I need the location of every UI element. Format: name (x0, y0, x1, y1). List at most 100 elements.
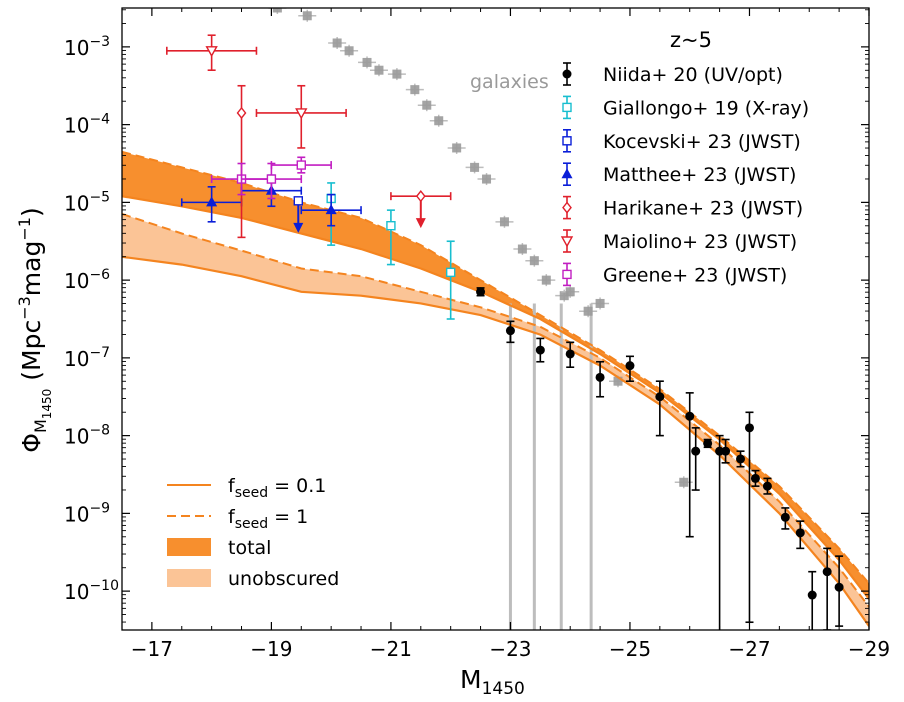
data-point (266, 174, 277, 184)
y-axis-label: ΦM1450 (Mpc−3mag−1) (15, 207, 54, 452)
galaxy-point (470, 162, 480, 172)
series-1 (326, 182, 456, 320)
galaxy-point (559, 291, 569, 301)
data-point (780, 512, 790, 522)
total-band (122, 151, 869, 599)
galaxy-point (679, 477, 689, 487)
model-fills (122, 151, 869, 627)
data-point (736, 454, 746, 464)
legend-label: Niida+ 20 (UV/opt) (603, 64, 783, 86)
galaxy-point (302, 11, 312, 21)
legend-label: Matthee+ 23 (JWST) (603, 164, 796, 186)
y-tick-label: 10−6 (64, 267, 110, 293)
galaxy-point (583, 306, 593, 316)
data-point (505, 326, 515, 336)
data-point (236, 106, 247, 120)
data-point (293, 196, 303, 206)
series-6 (210, 156, 332, 200)
legend-marker (562, 269, 572, 280)
data-point (691, 446, 701, 456)
legend-marker (562, 102, 572, 113)
x-tick-label: −29 (848, 637, 890, 661)
data-point (795, 528, 805, 538)
legend-label: Giallongo+ 19 (X-ray) (603, 97, 809, 119)
legend: z~5 Niida+ 20 (UV/opt) Giallongo+ 19 (X-r… (560, 28, 809, 286)
y-tick-label: 10−5 (64, 189, 110, 215)
legend-marker (561, 168, 573, 179)
x-tick-label: −25 (609, 637, 651, 661)
data-point (721, 446, 731, 456)
y-tick-label: 10−9 (64, 500, 110, 526)
galaxy-point (499, 217, 509, 227)
legend-title: z~5 (670, 28, 712, 52)
galaxies-label: galaxies (470, 71, 549, 93)
data-point (807, 590, 817, 600)
model-legend-label: fseed = 1 (228, 506, 308, 532)
legend-unobscured-swatch (167, 569, 211, 587)
data-point (703, 438, 713, 448)
data-point (744, 423, 754, 433)
data-point (535, 345, 545, 355)
galaxy-point (517, 244, 527, 254)
legend-marker (562, 69, 572, 79)
upper-limit-arrow (293, 222, 304, 233)
y-tick-label: 10−8 (64, 423, 110, 449)
galaxy-point (272, 8, 282, 13)
galaxy-point (595, 298, 605, 308)
data-point (595, 372, 605, 382)
data-point (445, 267, 456, 278)
data-point (625, 361, 635, 371)
galaxy-point (410, 85, 420, 95)
legend-label: Kocevski+ 23 (JWST) (603, 131, 801, 153)
model-legend-label: fseed = 0.1 (228, 475, 326, 501)
data-point (750, 473, 760, 483)
legend-label: Greene+ 23 (JWST) (603, 264, 787, 286)
data-point (296, 160, 306, 170)
model-legend-label: total (228, 537, 271, 559)
legend-marker (560, 236, 574, 248)
plot-frame (121, 7, 870, 631)
legend-marker (562, 201, 572, 214)
galaxy-point (529, 256, 539, 266)
data-point (655, 392, 665, 402)
x-tick-label: −17 (131, 637, 173, 661)
legend-label: Maiolino+ 23 (JWST) (603, 231, 797, 253)
galaxy-point (392, 69, 402, 79)
galaxy-point (452, 143, 462, 153)
data-point (476, 287, 486, 297)
x-tick-label: −19 (250, 637, 292, 661)
data-point (205, 46, 218, 58)
y-tick-label: 10−10 (64, 578, 119, 604)
data-point (822, 567, 832, 577)
model-legend: fseed = 0.1 fseed = 1 total unobscured (167, 475, 339, 590)
data-point (325, 204, 337, 215)
x-tick-label: −21 (370, 637, 412, 661)
series-2 (293, 196, 304, 233)
data-point (295, 108, 308, 120)
upper-limit-arrow (415, 218, 426, 229)
axis-ticks: −17 −19 −21 −23 −25 −27 −29 10−3 10−4 10−5 10−6 10−… (64, 8, 890, 661)
legend-marker (562, 136, 572, 146)
galaxy-point (482, 174, 492, 184)
x-axis-label: M1450 (460, 665, 525, 699)
unobscured-fseed-1-line (122, 213, 869, 608)
data-point (386, 220, 396, 231)
data-point (206, 196, 218, 207)
legend-label: Harikane+ 23 (JWST) (603, 198, 803, 220)
model-legend-label: unobscured (228, 568, 339, 590)
galaxy-point (613, 376, 623, 386)
y-tick-label: 10−3 (64, 34, 110, 60)
galaxy-point (565, 287, 575, 297)
series-5 (166, 34, 347, 149)
galaxy-points (268, 8, 693, 630)
x-tick-label: −27 (728, 637, 770, 661)
series-0 (476, 287, 844, 630)
galaxy-point (362, 57, 372, 67)
galaxy-point (332, 38, 342, 48)
data-point (415, 190, 426, 203)
galaxy-point (344, 46, 354, 56)
data-point (762, 481, 772, 491)
galaxy-point (541, 275, 551, 285)
legend-total-swatch (167, 538, 211, 556)
